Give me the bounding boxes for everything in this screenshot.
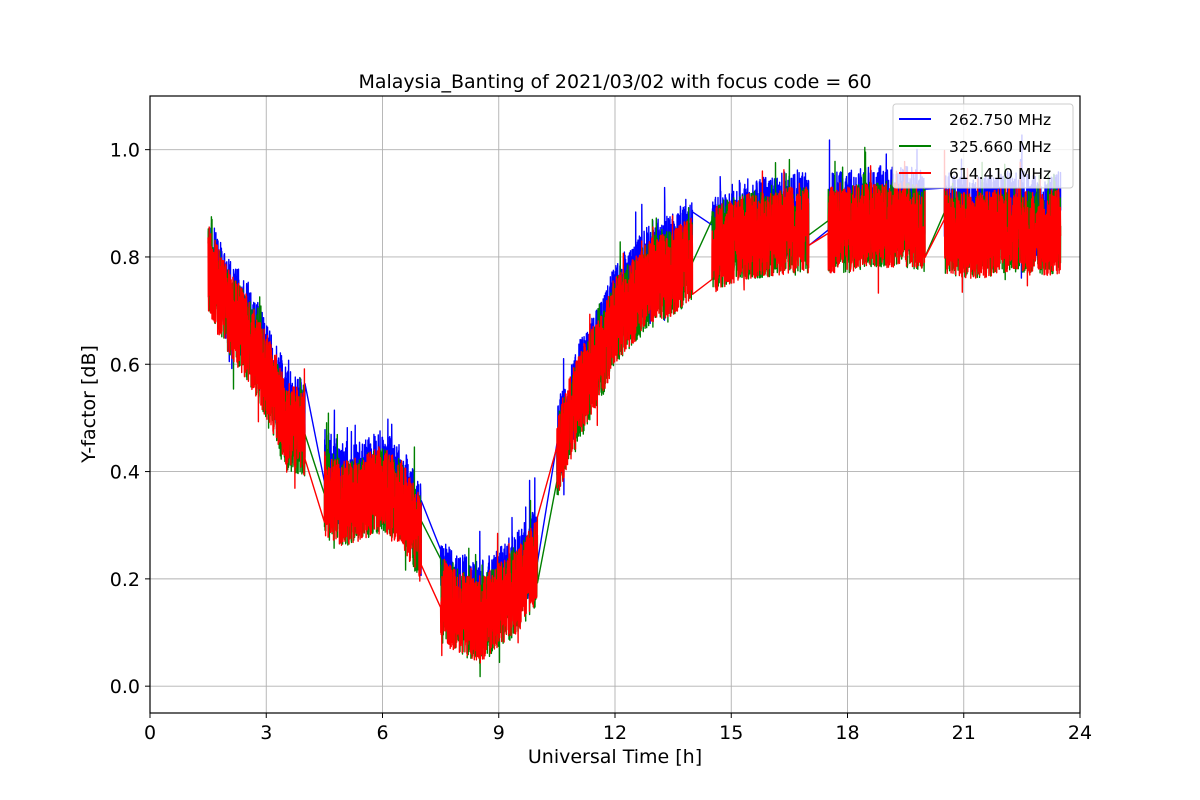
y-tick-label: 0.0 (110, 676, 140, 698)
x-tick-label: 15 (719, 722, 743, 744)
x-tick-label: 0 (144, 722, 156, 744)
y-tick-label: 0.4 (110, 462, 140, 484)
chart-title: Malaysia_Banting of 2021/03/02 with focu… (358, 71, 871, 93)
y-axis-label: Y-factor [dB] (78, 345, 100, 464)
y-tick-label: 1.0 (110, 140, 140, 162)
legend-box (892, 103, 1074, 189)
y-tick-label: 0.6 (110, 354, 140, 376)
x-tick-label: 12 (603, 722, 627, 744)
series-line (207, 149, 1062, 664)
x-axis-ticks: 0 3 6 9 12 15 18 21 24 (144, 713, 1092, 744)
x-tick-label: 6 (376, 722, 388, 744)
y-tick-label: 0.8 (110, 247, 140, 269)
legend: 262.750 MHz 325.660 MHz 614.410 MHz (892, 103, 1074, 189)
y-axis-ticks: 0.0 0.2 0.4 0.6 0.8 1.0 (110, 140, 150, 698)
legend-label: 614.410 MHz (949, 165, 1051, 183)
x-tick-label: 24 (1068, 722, 1092, 744)
x-tick-label: 9 (493, 722, 505, 744)
x-axis-label: Universal Time [h] (528, 746, 702, 768)
y-tick-label: 0.2 (110, 569, 140, 591)
series-layer (207, 134, 1062, 678)
x-tick-label: 3 (260, 722, 272, 744)
x-tick-label: 21 (952, 722, 976, 744)
legend-label: 325.660 MHz (949, 138, 1051, 156)
legend-label: 262.750 MHz (949, 111, 1051, 129)
x-tick-label: 18 (835, 722, 859, 744)
